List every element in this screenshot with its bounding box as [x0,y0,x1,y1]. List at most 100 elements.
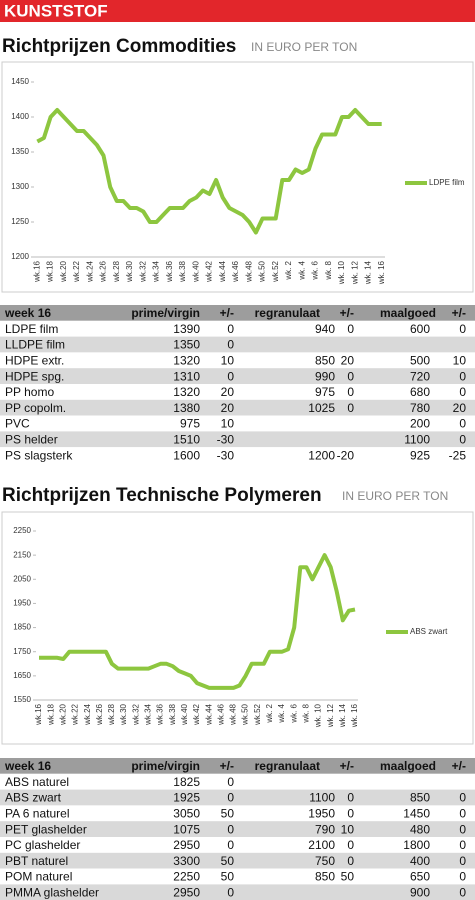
section-subtitle: IN EURO PER TON [251,40,357,54]
x-tick-label: wk.42 [205,260,214,282]
y-tick-label: 2050 [13,574,31,583]
table-cell: 1950 [308,806,335,820]
column-header: maalgoed [380,759,436,773]
table-cell: 1390 [173,322,200,336]
column-header: +/- [220,306,234,320]
table-cell: 1025 [308,401,335,415]
table-cell: 0 [347,322,354,336]
table-cell: 2950 [173,838,200,852]
legend-label: LDPE film [429,178,465,187]
column-header: +/- [340,759,354,773]
row-label: PS helder [5,432,58,446]
x-tick-label: wk.34 [152,260,161,282]
table-cell: 480 [410,822,430,836]
table-cell: 2950 [173,885,200,899]
table-cell: 720 [410,369,430,383]
table-cell: 0 [459,806,466,820]
column-header: +/- [452,759,466,773]
x-tick-label: wk.16 [34,703,43,725]
row-label: POM naturel [5,870,72,884]
table-row-bg [0,837,475,853]
x-tick-label: wk.36 [156,703,165,725]
table-cell: 2100 [308,838,335,852]
table-cell: 0 [347,806,354,820]
x-tick-label: wk. 8 [324,260,333,280]
x-tick-label: wk.46 [231,260,240,282]
table-cell: 50 [221,854,235,868]
series-line [36,108,382,235]
y-tick-label: 1650 [13,671,31,680]
table-row-bg [0,789,475,806]
x-tick-label: wk.30 [119,703,128,725]
table-cell: 975 [180,417,200,431]
table-cell: 900 [410,885,430,899]
table-cell: 0 [459,432,466,446]
table-cell: 850 [315,870,335,884]
table-cell: 1100 [404,432,430,446]
table-row-bg [0,368,475,384]
table-cell: 20 [341,353,355,367]
x-tick-label: wk. 12 [326,703,335,728]
table-cell: 0 [227,369,234,383]
y-tick-label: 1250 [11,217,29,226]
x-tick-label: wk.18 [46,703,55,725]
table-cell: 0 [347,791,354,805]
x-tick-label: wk. 14 [338,703,347,728]
table-cell: -30 [217,432,235,446]
x-tick-label: wk. 6 [311,260,320,280]
x-tick-label: wk.22 [72,260,81,282]
x-tick-label: wk. 14 [364,260,373,285]
table-header-bg [0,305,475,321]
x-tick-label: wk.44 [218,260,227,282]
table-row-bg [0,773,475,790]
column-header: +/- [452,306,466,320]
table-row-bg [0,447,475,463]
column-header: regranulaat [255,759,320,773]
table-cell: 925 [410,448,430,462]
column-header: regranulaat [255,306,320,320]
table-cell: 1350 [173,338,200,352]
table-cell: 1320 [173,353,200,367]
x-tick-label: wk. 12 [350,260,359,285]
table-cell: 500 [410,353,430,367]
x-tick-label: wk.20 [59,260,68,282]
x-tick-label: wk. 10 [337,260,346,285]
column-header: prime/virgin [131,759,200,773]
table-cell: 20 [453,401,467,415]
table-row-bg [0,805,475,822]
x-tick-label: wk.28 [107,703,116,725]
table-cell: 990 [315,369,335,383]
table-cell: 0 [459,791,466,805]
x-tick-label: wk.48 [229,703,238,725]
table-cell: 1450 [403,806,430,820]
y-tick-label: 2150 [13,550,31,559]
y-tick-label: 2250 [13,526,31,535]
x-tick-label: wk. 4 [297,260,306,280]
section-title: Richtprijzen Technische Polymeren [2,485,322,506]
table-cell: 10 [341,822,355,836]
chart-frame [1,61,474,293]
x-tick-label: wk.26 [95,703,104,725]
table-cell: 0 [227,338,234,352]
table-cell: 1825 [173,775,200,789]
table-cell: 0 [347,854,354,868]
table-cell: 0 [347,369,354,383]
table-row-bg [0,415,475,432]
table-cell: 0 [347,838,354,852]
row-label: PVC [5,417,30,431]
x-tick-label: wk. 8 [301,703,310,723]
table-cell: 20 [221,401,235,415]
table-cell: 0 [227,322,234,336]
table-cell: 1380 [173,401,200,415]
table-row-bg [0,336,475,353]
row-label: PA 6 naturel [5,806,70,820]
table-cell: 200 [410,417,430,431]
x-tick-label: wk.40 [180,703,189,725]
table-cell: -25 [449,448,467,462]
x-tick-label: wk.50 [258,260,267,282]
column-header: prime/virgin [131,306,200,320]
table-cell: 0 [459,885,466,899]
table-cell: 650 [410,870,430,884]
table-cell: 1320 [173,385,200,399]
table-cell: 0 [459,385,466,399]
